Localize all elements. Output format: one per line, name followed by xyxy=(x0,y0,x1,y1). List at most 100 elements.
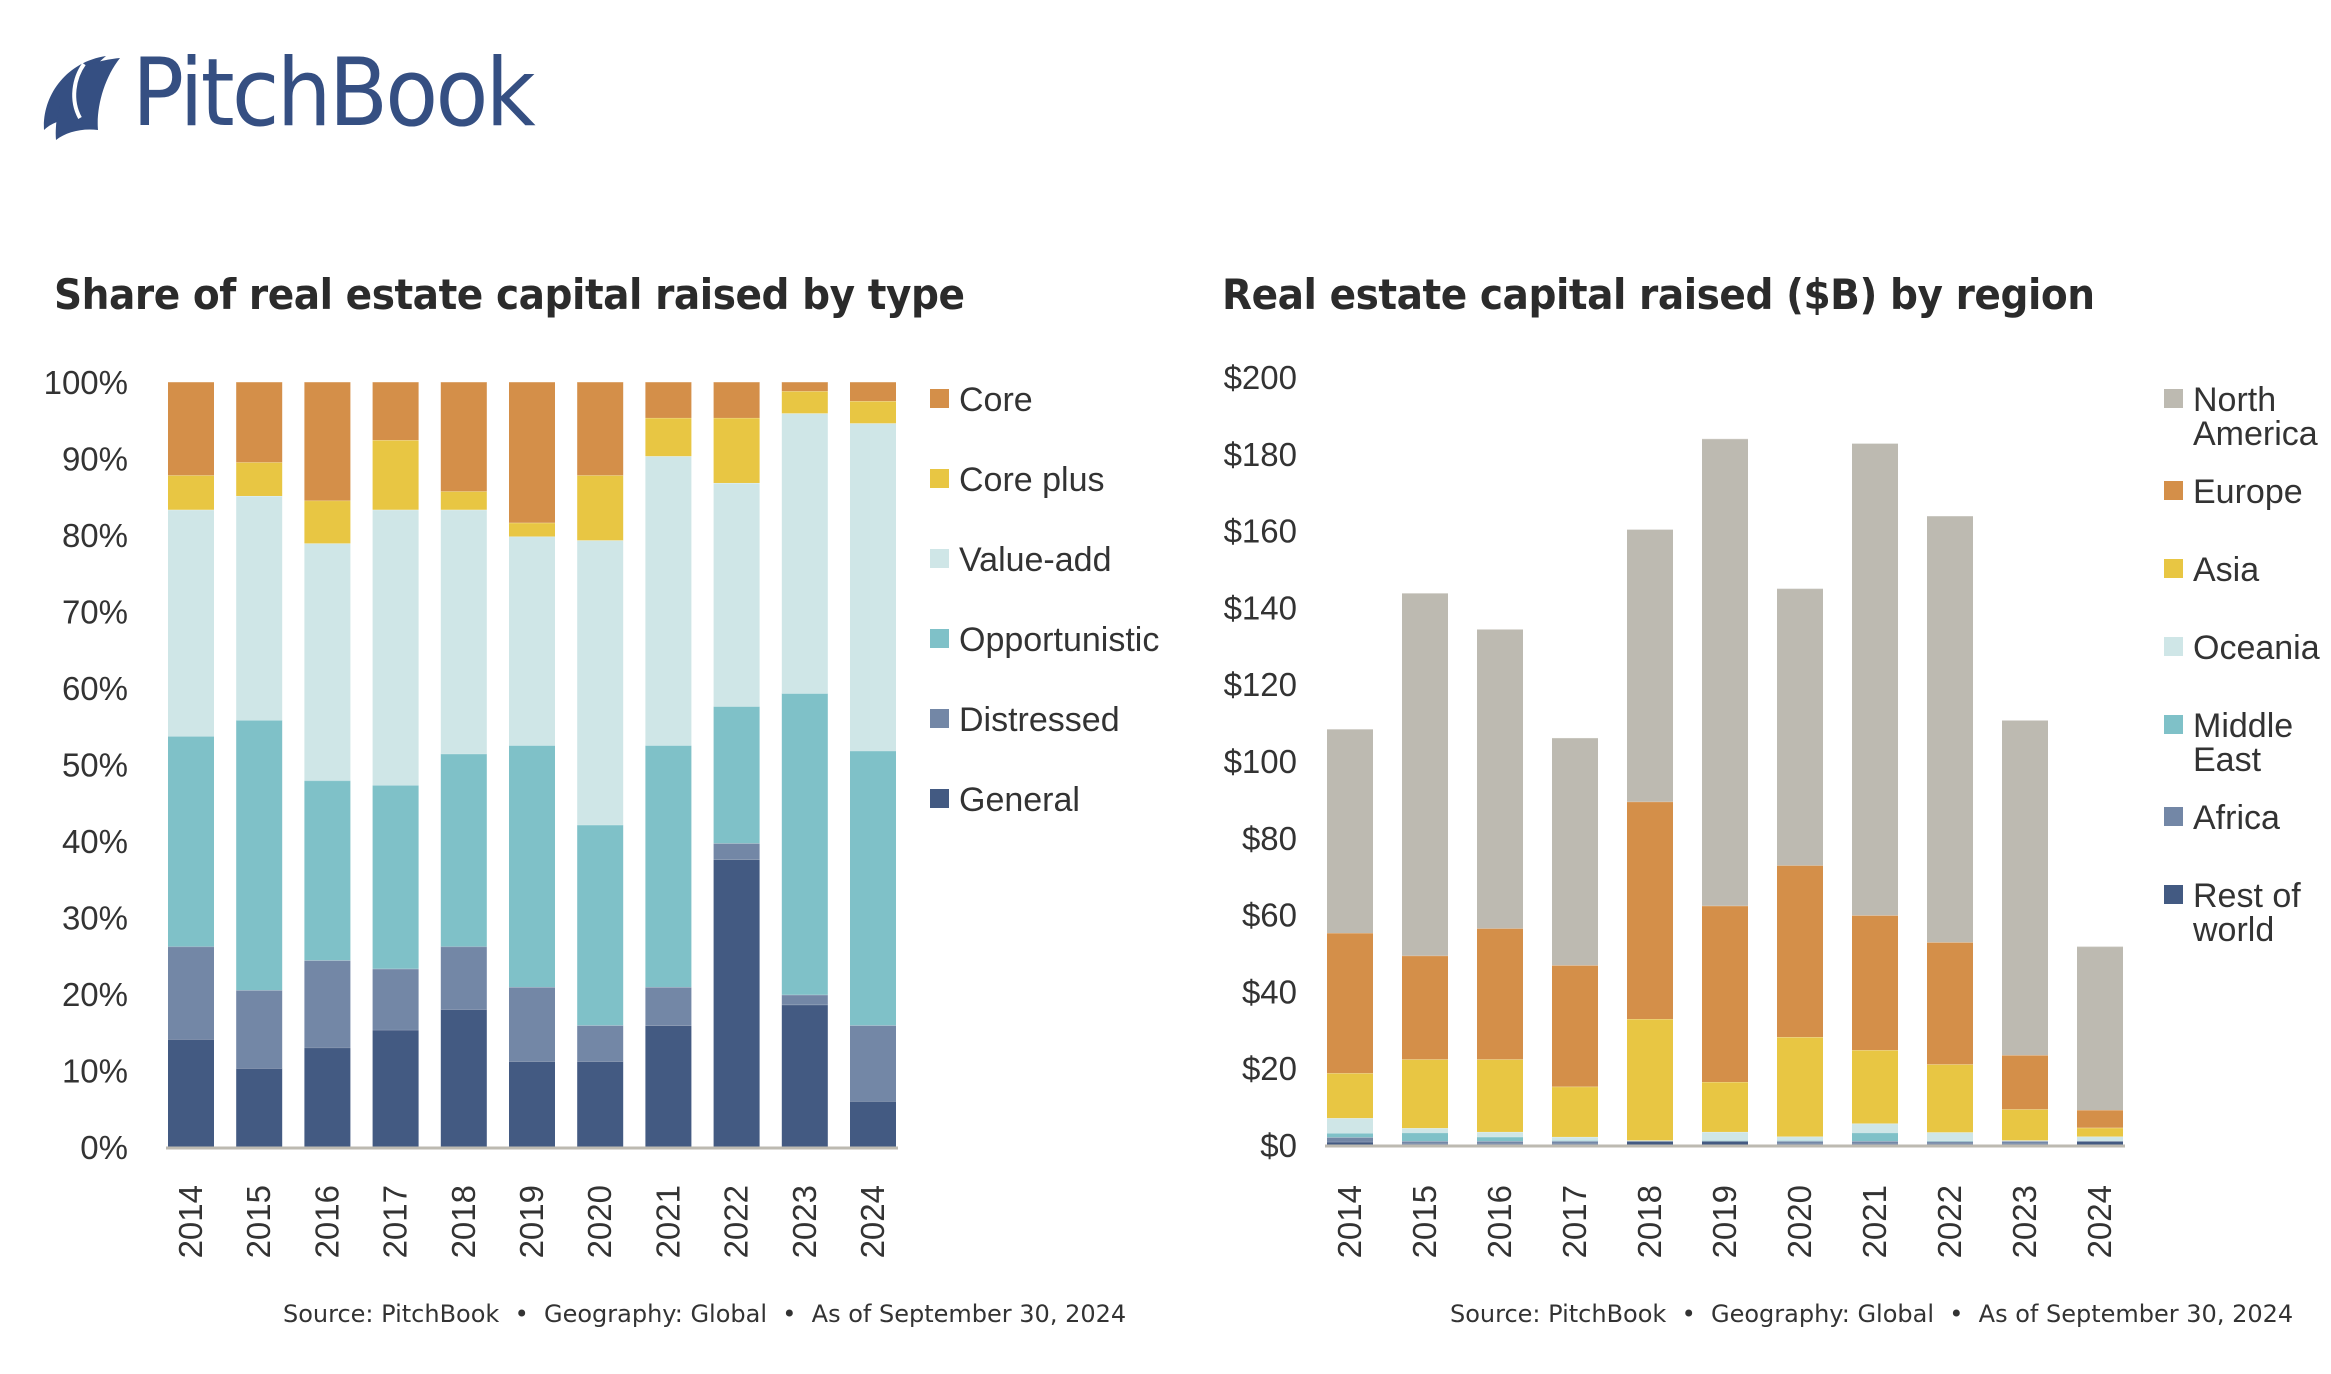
y-tick-label: 80% xyxy=(62,517,128,554)
bar-segment-oceania-2014 xyxy=(1327,1118,1373,1134)
bar-segment-asia-2014 xyxy=(1327,1073,1373,1119)
bar-segment-rest-of-world-2014 xyxy=(1327,1141,1373,1145)
x-tick-label: 2020 xyxy=(581,1185,618,1258)
bar-segment-distressed-2017 xyxy=(372,968,419,1030)
bar-segment-asia-2015 xyxy=(1402,1059,1448,1129)
bar-segment-middle-east-2016 xyxy=(1477,1136,1523,1142)
bar-segment-middle-east-2014 xyxy=(1327,1133,1373,1138)
bar-segment-rest-of-world-2020 xyxy=(1777,1143,1823,1145)
bar-segment-core-plus-2021 xyxy=(645,417,692,457)
bar-segment-africa-2016 xyxy=(1477,1141,1523,1144)
bar-segment-europe-2022 xyxy=(1927,942,1973,1065)
bar-segment-rest-of-world-2018 xyxy=(1627,1141,1673,1145)
bar-segment-africa-2017 xyxy=(1552,1141,1598,1144)
x-tick-label: 2019 xyxy=(1706,1185,1743,1258)
bar-segment-europe-2023 xyxy=(2002,1055,2048,1110)
bar-segment-general-2018 xyxy=(440,1009,487,1147)
bar-segment-general-2015 xyxy=(236,1068,283,1147)
bar-segment-north-america-2020 xyxy=(1777,588,1823,866)
bar-segment-north-america-2022 xyxy=(1927,516,1973,943)
bar-segment-opportunistic-2022 xyxy=(713,706,760,844)
bar-segment-rest-of-world-2019 xyxy=(1702,1141,1748,1145)
legend-swatch-rest-of-world xyxy=(2164,885,2183,904)
bar-segment-value-add-2018 xyxy=(440,509,487,754)
bar-segment-core-plus-2014 xyxy=(168,475,214,510)
legend-label-value-add: Value-add xyxy=(959,541,1112,579)
y-tick-label: 20% xyxy=(62,976,128,1013)
bar-segment-opportunistic-2016 xyxy=(304,780,351,961)
bar-segment-value-add-2022 xyxy=(713,482,760,707)
y-tick-label: $120 xyxy=(1224,666,1297,703)
bar-segment-general-2014 xyxy=(168,1039,214,1147)
x-tick-label: 2021 xyxy=(649,1185,686,1258)
bar-segment-opportunistic-2015 xyxy=(236,720,283,991)
bar-segment-core-plus-2019 xyxy=(509,522,555,537)
x-tick-label: 2022 xyxy=(718,1185,755,1258)
legend-label-middle-east: Middle xyxy=(2193,707,2293,745)
legend-label-europe: Europe xyxy=(2193,473,2303,511)
sail-logo-icon xyxy=(43,56,120,140)
bar-segment-oceania-2018 xyxy=(1627,1140,1673,1142)
bar-segment-north-america-2023 xyxy=(2002,720,2048,1056)
bar-segment-rest-of-world-2022 xyxy=(1927,1143,1973,1145)
bar-segment-north-america-2015 xyxy=(1402,593,1448,956)
y-tick-label: 60% xyxy=(62,670,128,707)
bar-segment-north-america-2019 xyxy=(1702,438,1748,906)
legend-label-rest-of-world: world xyxy=(2192,911,2274,949)
bar-segment-opportunistic-2014 xyxy=(168,736,214,947)
x-tick-label: 2017 xyxy=(1556,1185,1593,1258)
right-source-note: Source: PitchBook • Geography: Global • … xyxy=(1450,1300,2294,1328)
legend-swatch-core-plus xyxy=(930,469,949,488)
x-tick-label: 2016 xyxy=(1481,1185,1518,1258)
bar-segment-europe-2017 xyxy=(1552,965,1598,1087)
region-capital-chart: $0 $20 $40 $60 $80 $100 $120 $140 $160 $180 $200 20… xyxy=(1224,359,2320,1258)
x-tick-label: 2021 xyxy=(1856,1185,1893,1258)
y-tick-label: $200 xyxy=(1224,359,1297,396)
legend-swatch-general xyxy=(930,789,949,808)
y-tick-label: $140 xyxy=(1224,589,1297,626)
bar-segment-general-2019 xyxy=(509,1061,555,1147)
bar-segment-north-america-2014 xyxy=(1327,729,1373,934)
bar-segment-core-2016 xyxy=(304,382,351,501)
bar-segment-distressed-2020 xyxy=(577,1025,624,1062)
bar-segment-asia-2018 xyxy=(1627,1019,1673,1141)
legend-label-general: General xyxy=(959,781,1080,819)
bar-segment-oceania-2022 xyxy=(1927,1132,1973,1141)
bar-segment-africa-2022 xyxy=(1927,1141,1973,1144)
x-tick-label: 2018 xyxy=(445,1185,482,1258)
bar-segment-core-2022 xyxy=(713,382,760,418)
bar-segment-value-add-2020 xyxy=(577,540,624,825)
bar-segment-oceania-2016 xyxy=(1477,1131,1523,1137)
bar-segment-rest-of-world-2015 xyxy=(1402,1143,1448,1145)
bar-segment-rest-of-world-2024 xyxy=(2077,1141,2123,1145)
bar-segment-europe-2018 xyxy=(1627,801,1673,1020)
legend-label-middle-east: East xyxy=(2193,741,2262,779)
x-tick-label: 2014 xyxy=(172,1185,209,1258)
legend-swatch-distressed xyxy=(930,709,949,728)
pitchbook-logo: PitchBook xyxy=(36,44,568,144)
y-tick-label: 70% xyxy=(62,594,128,631)
bar-segment-core-2017 xyxy=(372,382,419,441)
bar-segment-core-plus-2015 xyxy=(236,462,283,496)
legend-swatch-asia xyxy=(2164,559,2183,578)
legend-label-core: Core xyxy=(959,381,1033,419)
bar-segment-asia-2022 xyxy=(1927,1064,1973,1133)
bar-segment-africa-2014 xyxy=(1327,1137,1373,1142)
bar-segment-distressed-2019 xyxy=(509,987,555,1062)
bar-segment-distressed-2014 xyxy=(168,946,214,1040)
bar-segment-general-2024 xyxy=(850,1101,896,1147)
bar-segment-general-2023 xyxy=(781,1004,828,1147)
legend-swatch-value-add xyxy=(930,549,949,568)
bar-segment-value-add-2017 xyxy=(372,509,419,786)
bar-segment-africa-2020 xyxy=(1777,1141,1823,1144)
bar-segment-oceania-2024 xyxy=(2077,1136,2123,1142)
bar-segment-europe-2024 xyxy=(2077,1110,2123,1128)
bar-segment-asia-2017 xyxy=(1552,1086,1598,1137)
bar-segment-core-plus-2018 xyxy=(440,491,487,510)
bar-segment-europe-2015 xyxy=(1402,955,1448,1060)
bar-segment-africa-2021 xyxy=(1852,1141,1898,1144)
brand-name: PitchBook xyxy=(132,39,536,148)
type-share-chart: 0% 10% 20% 30% 40% 50% 60% 70% 80% 90% 100% 2014 201… xyxy=(44,364,1160,1258)
legend-label-north-america: America xyxy=(2193,415,2318,453)
